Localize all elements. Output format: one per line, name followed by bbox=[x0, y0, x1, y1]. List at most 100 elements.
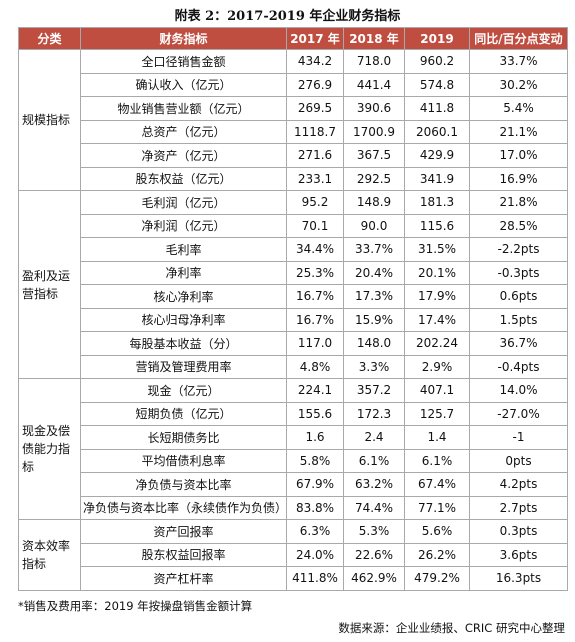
value-cell: 16.9% bbox=[469, 166, 568, 191]
value-cell: 16.7% bbox=[286, 307, 344, 332]
value-cell: 0.3pts bbox=[469, 519, 568, 544]
indicator-cell: 总资产（亿元） bbox=[80, 119, 287, 144]
value-cell: 33.7% bbox=[469, 49, 568, 74]
value-cell: 181.3 bbox=[404, 190, 470, 215]
indicator-cell: 全口径销售金额 bbox=[80, 49, 287, 74]
table-row: 每股基本收益（分） 117.0 148.0 202.24 36.7% bbox=[19, 331, 568, 356]
value-cell: 6.3% bbox=[286, 519, 344, 544]
table: 分类 财务指标 2017 年 2018 年 2019 同比/百分点变动 规模指标 全口径销售… bbox=[18, 27, 568, 591]
value-cell: 63.2% bbox=[343, 472, 405, 497]
value-cell: 67.9% bbox=[286, 472, 344, 497]
value-cell: 6.1% bbox=[404, 448, 470, 473]
value-cell: -27.0% bbox=[469, 401, 568, 426]
value-cell: 271.6 bbox=[286, 143, 344, 168]
footnote: *销售及费用率：2019 年按操盘销售金额计算 bbox=[18, 599, 253, 613]
table-row: 短期负债（亿元） 155.6 172.3 125.7 -27.0% bbox=[19, 401, 568, 426]
indicator-cell: 核心净利率 bbox=[80, 284, 287, 309]
value-cell: 77.1% bbox=[404, 495, 470, 520]
value-cell: 28.5% bbox=[469, 213, 568, 238]
value-cell: 411.8 bbox=[404, 96, 470, 121]
value-cell: 6.1% bbox=[343, 448, 405, 473]
category-cell: 规模指标 bbox=[18, 49, 81, 191]
header-cell: 分类 bbox=[18, 27, 81, 50]
table-row: 物业销售营业额（亿元） 269.5 390.6 411.8 5.4% bbox=[19, 96, 568, 121]
value-cell: 17.4% bbox=[404, 307, 470, 332]
table-row: 毛利率 34.4% 33.7% 31.5% -2.2pts bbox=[19, 237, 568, 262]
value-cell: 5.3% bbox=[343, 519, 405, 544]
value-cell: 1.4 bbox=[404, 425, 470, 450]
value-cell: 292.5 bbox=[343, 166, 405, 191]
value-cell: 233.1 bbox=[286, 166, 344, 191]
table-row: 规模指标 全口径销售金额 434.2 718.0 960.2 33.7% bbox=[18, 49, 568, 191]
indicator-cell: 股东权益回报率 bbox=[80, 542, 287, 567]
indicator-cell: 平均借债利息率 bbox=[80, 448, 287, 473]
value-cell: 3.3% bbox=[343, 354, 405, 379]
value-cell: 24.0% bbox=[286, 542, 344, 567]
indicator-cell: 物业销售营业额（亿元） bbox=[80, 96, 287, 121]
value-cell: -0.4pts bbox=[469, 354, 568, 379]
value-cell: 90.0 bbox=[343, 213, 405, 238]
table-row: 净负债与资本比率 67.9% 63.2% 67.4% 4.2pts bbox=[19, 472, 568, 497]
indicator-cell: 短期负债（亿元） bbox=[80, 401, 287, 426]
value-cell: 26.2% bbox=[404, 542, 470, 567]
table-row: 核心归母净利率 16.7% 15.9% 17.4% 1.5pts bbox=[19, 307, 568, 332]
value-cell: 36.7% bbox=[469, 331, 568, 356]
indicator-cell: 净资产（亿元） bbox=[80, 143, 287, 168]
table-row: 现金及偿债能力指标 现金（亿元） 224.1 357.2 407.1 14.0% bbox=[18, 378, 568, 520]
value-cell: 14.0% bbox=[469, 378, 568, 403]
table-body: 规模指标 全口径销售金额 434.2 718.0 960.2 33.7% 确认收入（亿元） 2… bbox=[18, 49, 568, 591]
value-cell: 462.9% bbox=[343, 566, 405, 591]
indicator-cell: 毛利润（亿元） bbox=[80, 190, 287, 215]
value-cell: 5.6% bbox=[404, 519, 470, 544]
value-cell: 2060.1 bbox=[404, 119, 470, 144]
value-cell: 0.6pts bbox=[469, 284, 568, 309]
indicator-cell: 资产回报率 bbox=[80, 519, 287, 544]
value-cell: 3.6pts bbox=[469, 542, 568, 567]
value-cell: 21.8% bbox=[469, 190, 568, 215]
value-cell: 95.2 bbox=[286, 190, 344, 215]
value-cell: 83.8% bbox=[286, 495, 344, 520]
value-cell: 407.1 bbox=[404, 378, 470, 403]
value-cell: 2.7pts bbox=[469, 495, 568, 520]
value-cell: 125.7 bbox=[404, 401, 470, 426]
table-row: 净利润（亿元） 70.1 90.0 115.6 28.5% bbox=[19, 213, 568, 238]
value-cell: 1700.9 bbox=[343, 119, 405, 144]
value-cell: 1.5pts bbox=[469, 307, 568, 332]
value-cell: 117.0 bbox=[286, 331, 344, 356]
indicator-cell: 股东权益（亿元） bbox=[80, 166, 287, 191]
value-cell: 411.8% bbox=[286, 566, 344, 591]
value-cell: -2.2pts bbox=[469, 237, 568, 262]
table-row: 净利率 25.3% 20.4% 20.1% -0.3pts bbox=[19, 260, 568, 285]
value-cell: 2.9% bbox=[404, 354, 470, 379]
value-cell: 479.2% bbox=[404, 566, 470, 591]
header-cell: 同比/百分点变动 bbox=[469, 27, 568, 50]
value-cell: 341.9 bbox=[404, 166, 470, 191]
value-cell: -1 bbox=[469, 425, 568, 450]
value-cell: 269.5 bbox=[286, 96, 344, 121]
value-cell: 202.24 bbox=[404, 331, 470, 356]
value-cell: 429.9 bbox=[404, 143, 470, 168]
value-cell: 34.4% bbox=[286, 237, 344, 262]
indicator-cell: 资产杠杆率 bbox=[80, 566, 287, 591]
table-row: 长短期债务比 1.6 2.4 1.4 -1 bbox=[19, 425, 568, 450]
value-cell: 4.8% bbox=[286, 354, 344, 379]
value-cell: 718.0 bbox=[343, 49, 405, 74]
value-cell: 434.2 bbox=[286, 49, 344, 74]
value-cell: 960.2 bbox=[404, 49, 470, 74]
category-cell: 盈利及运营指标 bbox=[18, 190, 81, 379]
table-row: 资产杠杆率 411.8% 462.9% 479.2% 16.3pts bbox=[19, 566, 568, 591]
value-cell: 390.6 bbox=[343, 96, 405, 121]
value-cell: 15.9% bbox=[343, 307, 405, 332]
indicator-cell: 确认收入（亿元） bbox=[80, 72, 287, 97]
value-cell: 31.5% bbox=[404, 237, 470, 262]
indicator-cell: 营销及管理费用率 bbox=[80, 354, 287, 379]
category-cell: 资本效率指标 bbox=[18, 519, 81, 591]
value-cell: 17.0% bbox=[469, 143, 568, 168]
value-cell: 5.8% bbox=[286, 448, 344, 473]
value-cell: 33.7% bbox=[343, 237, 405, 262]
value-cell: 276.9 bbox=[286, 72, 344, 97]
value-cell: 0pts bbox=[469, 448, 568, 473]
indicator-cell: 长短期债务比 bbox=[80, 425, 287, 450]
value-cell: 17.9% bbox=[404, 284, 470, 309]
